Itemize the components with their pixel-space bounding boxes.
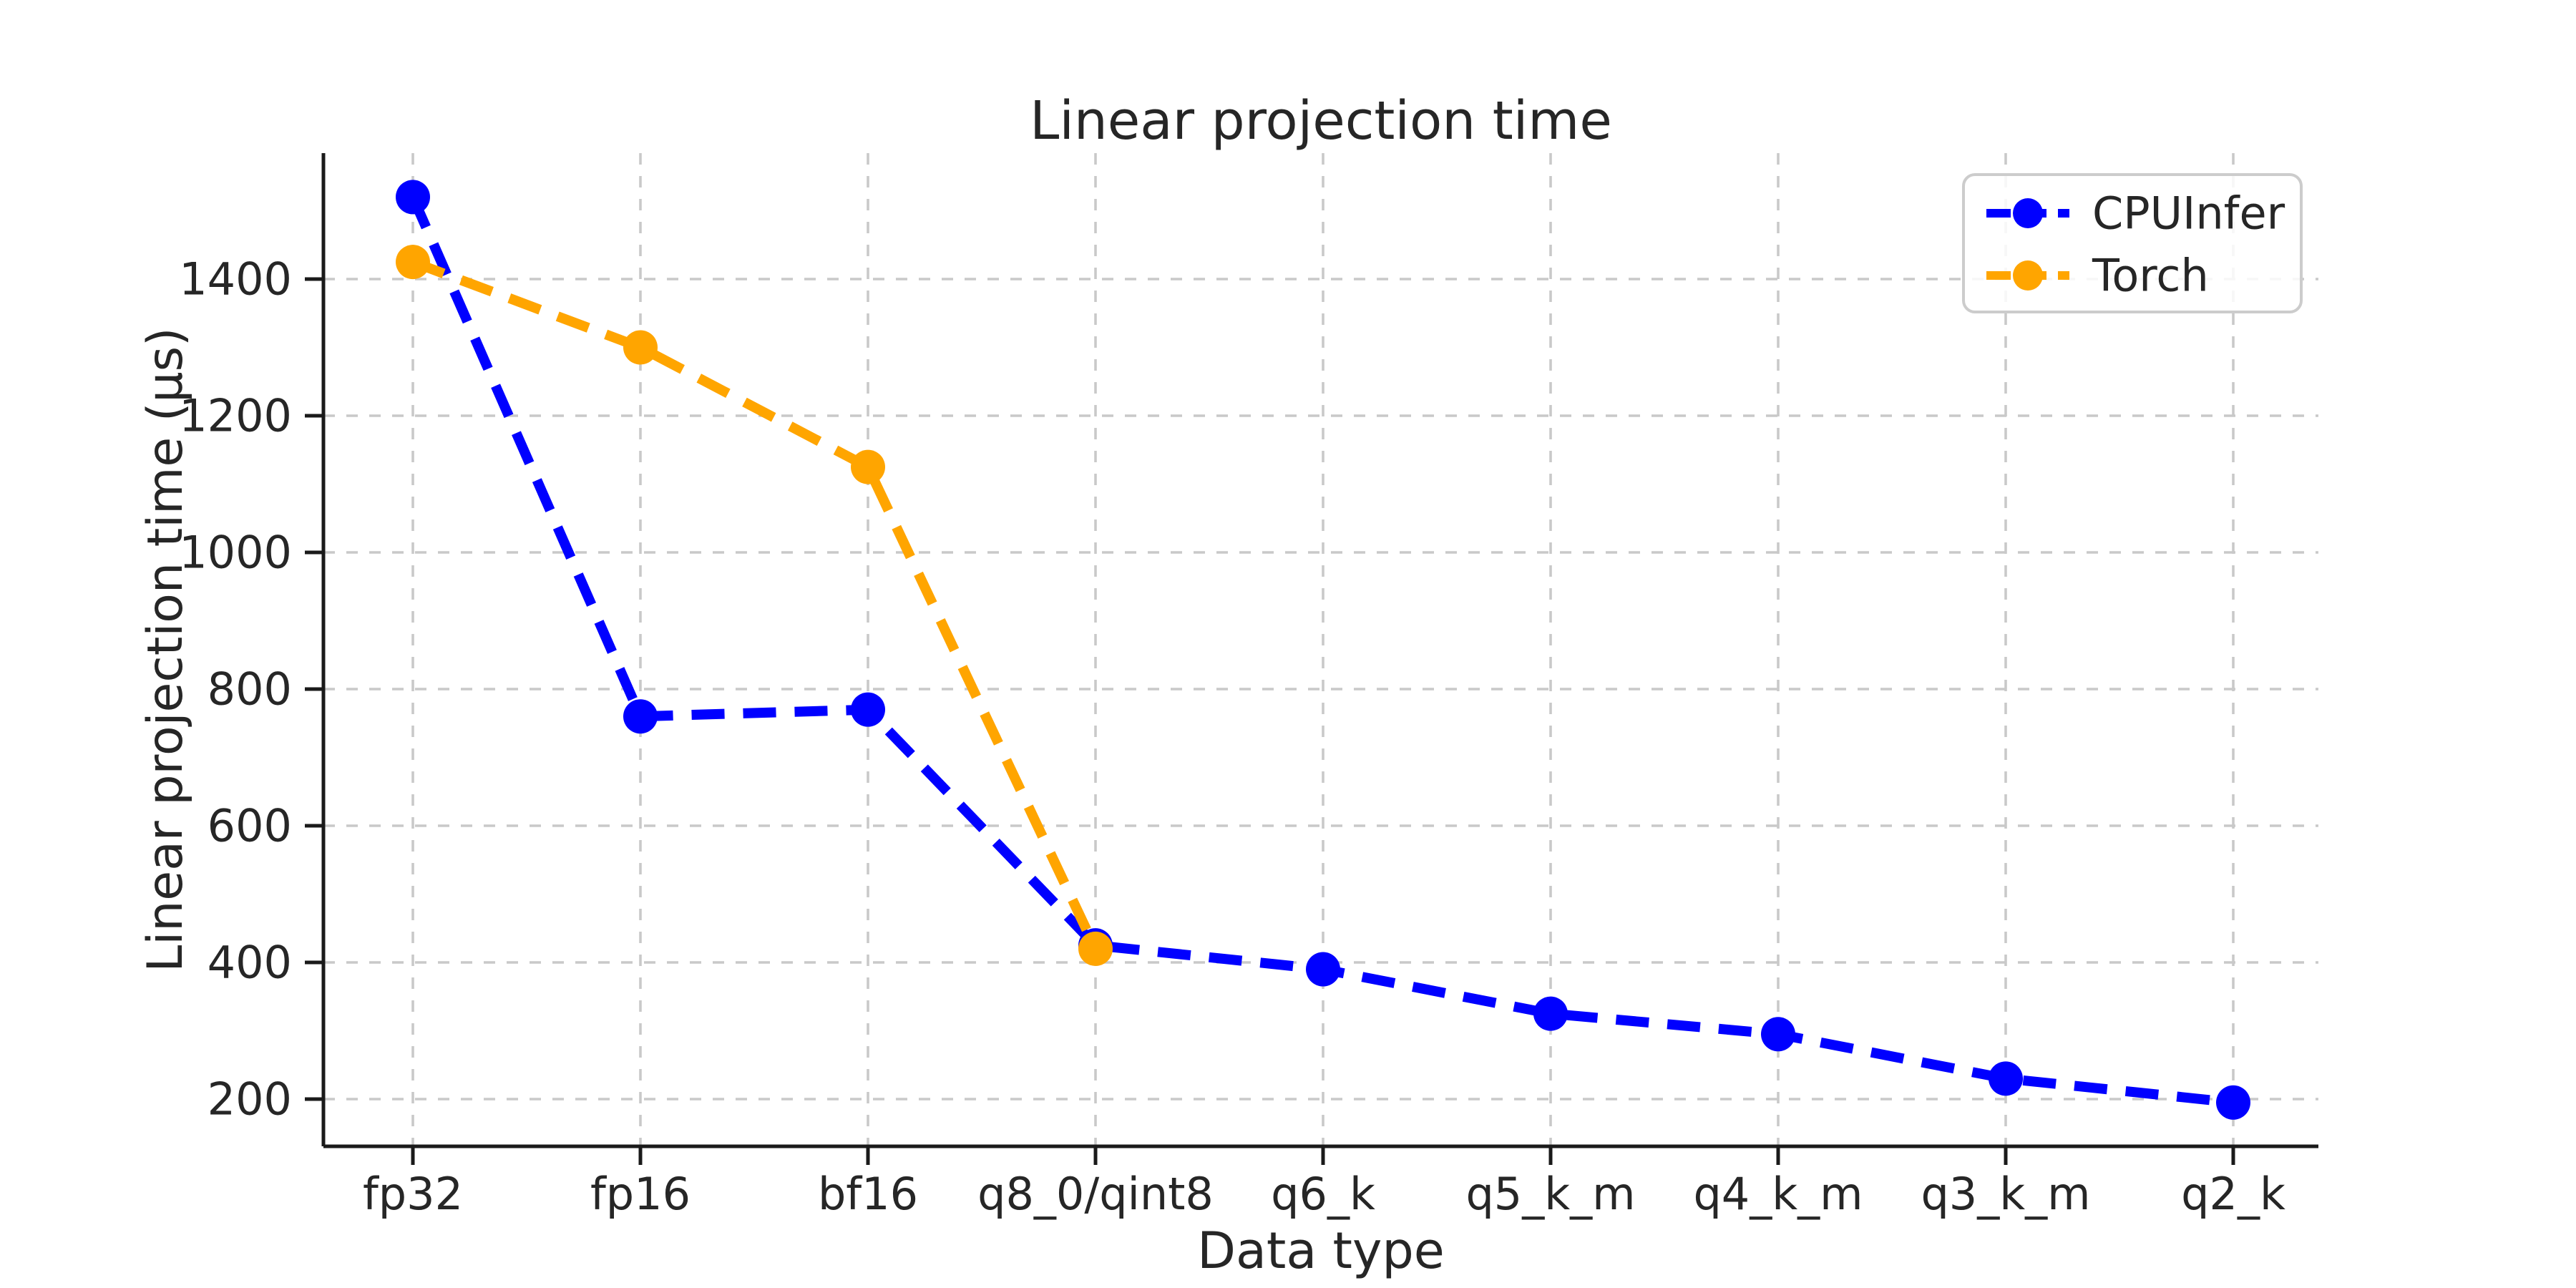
- x-tick-label: q3_k_m: [1921, 1168, 2090, 1220]
- x-tick-label: fp16: [590, 1168, 691, 1220]
- data-point-CPUInfer-q5_k_m: [1533, 996, 1568, 1031]
- y-tick-label: 1000: [179, 527, 292, 579]
- y-tick-label: 400: [208, 937, 292, 989]
- y-tick-label: 600: [208, 800, 292, 852]
- legend-label-CPUInfer: CPUInfer: [2092, 187, 2285, 240]
- data-point-Torch-fp16: [623, 330, 658, 365]
- data-point-CPUInfer-fp32: [396, 180, 430, 215]
- x-tick-label: q8_0/qint8: [977, 1168, 1214, 1220]
- data-point-CPUInfer-fp16: [623, 699, 658, 734]
- series-line-Torch: [411, 257, 1101, 951]
- data-point-Torch-fp32: [396, 245, 430, 280]
- x-tick-label: q6_k: [1271, 1168, 1375, 1220]
- data-point-CPUInfer-q2_k: [2216, 1085, 2250, 1120]
- x-axis-label: Data type: [1197, 1221, 1445, 1280]
- data-point-Torch-q8_0/qint8: [1078, 931, 1113, 966]
- y-axis-label: Linear projection time (µs): [137, 327, 194, 972]
- legend-box: [1962, 173, 2303, 313]
- data-point-Torch-bf16: [851, 449, 885, 484]
- chart-title: Linear projection time: [1030, 90, 1612, 152]
- data-point-CPUInfer-q6_k: [1306, 952, 1340, 987]
- legend-sample-marker-Torch: [2013, 260, 2043, 291]
- legend-label-Torch: Torch: [2092, 250, 2209, 302]
- y-tick-label: 1400: [179, 253, 292, 306]
- data-point-CPUInfer-bf16: [851, 692, 885, 727]
- y-tick-label: 800: [208, 663, 292, 716]
- x-tick-label: fp32: [363, 1168, 463, 1220]
- x-tick-label: q2_k: [2181, 1168, 2285, 1220]
- y-tick-label: 200: [208, 1073, 292, 1126]
- y-tick-label: 1200: [179, 390, 292, 442]
- data-point-CPUInfer-q3_k_m: [1989, 1061, 2023, 1096]
- x-tick-label: q4_k_m: [1693, 1168, 1863, 1220]
- legend-sample-marker-CPUInfer: [2013, 198, 2043, 228]
- x-tick-label: bf16: [818, 1168, 918, 1220]
- x-tick-label: q5_k_m: [1465, 1168, 1635, 1220]
- data-point-CPUInfer-q4_k_m: [1761, 1017, 1795, 1052]
